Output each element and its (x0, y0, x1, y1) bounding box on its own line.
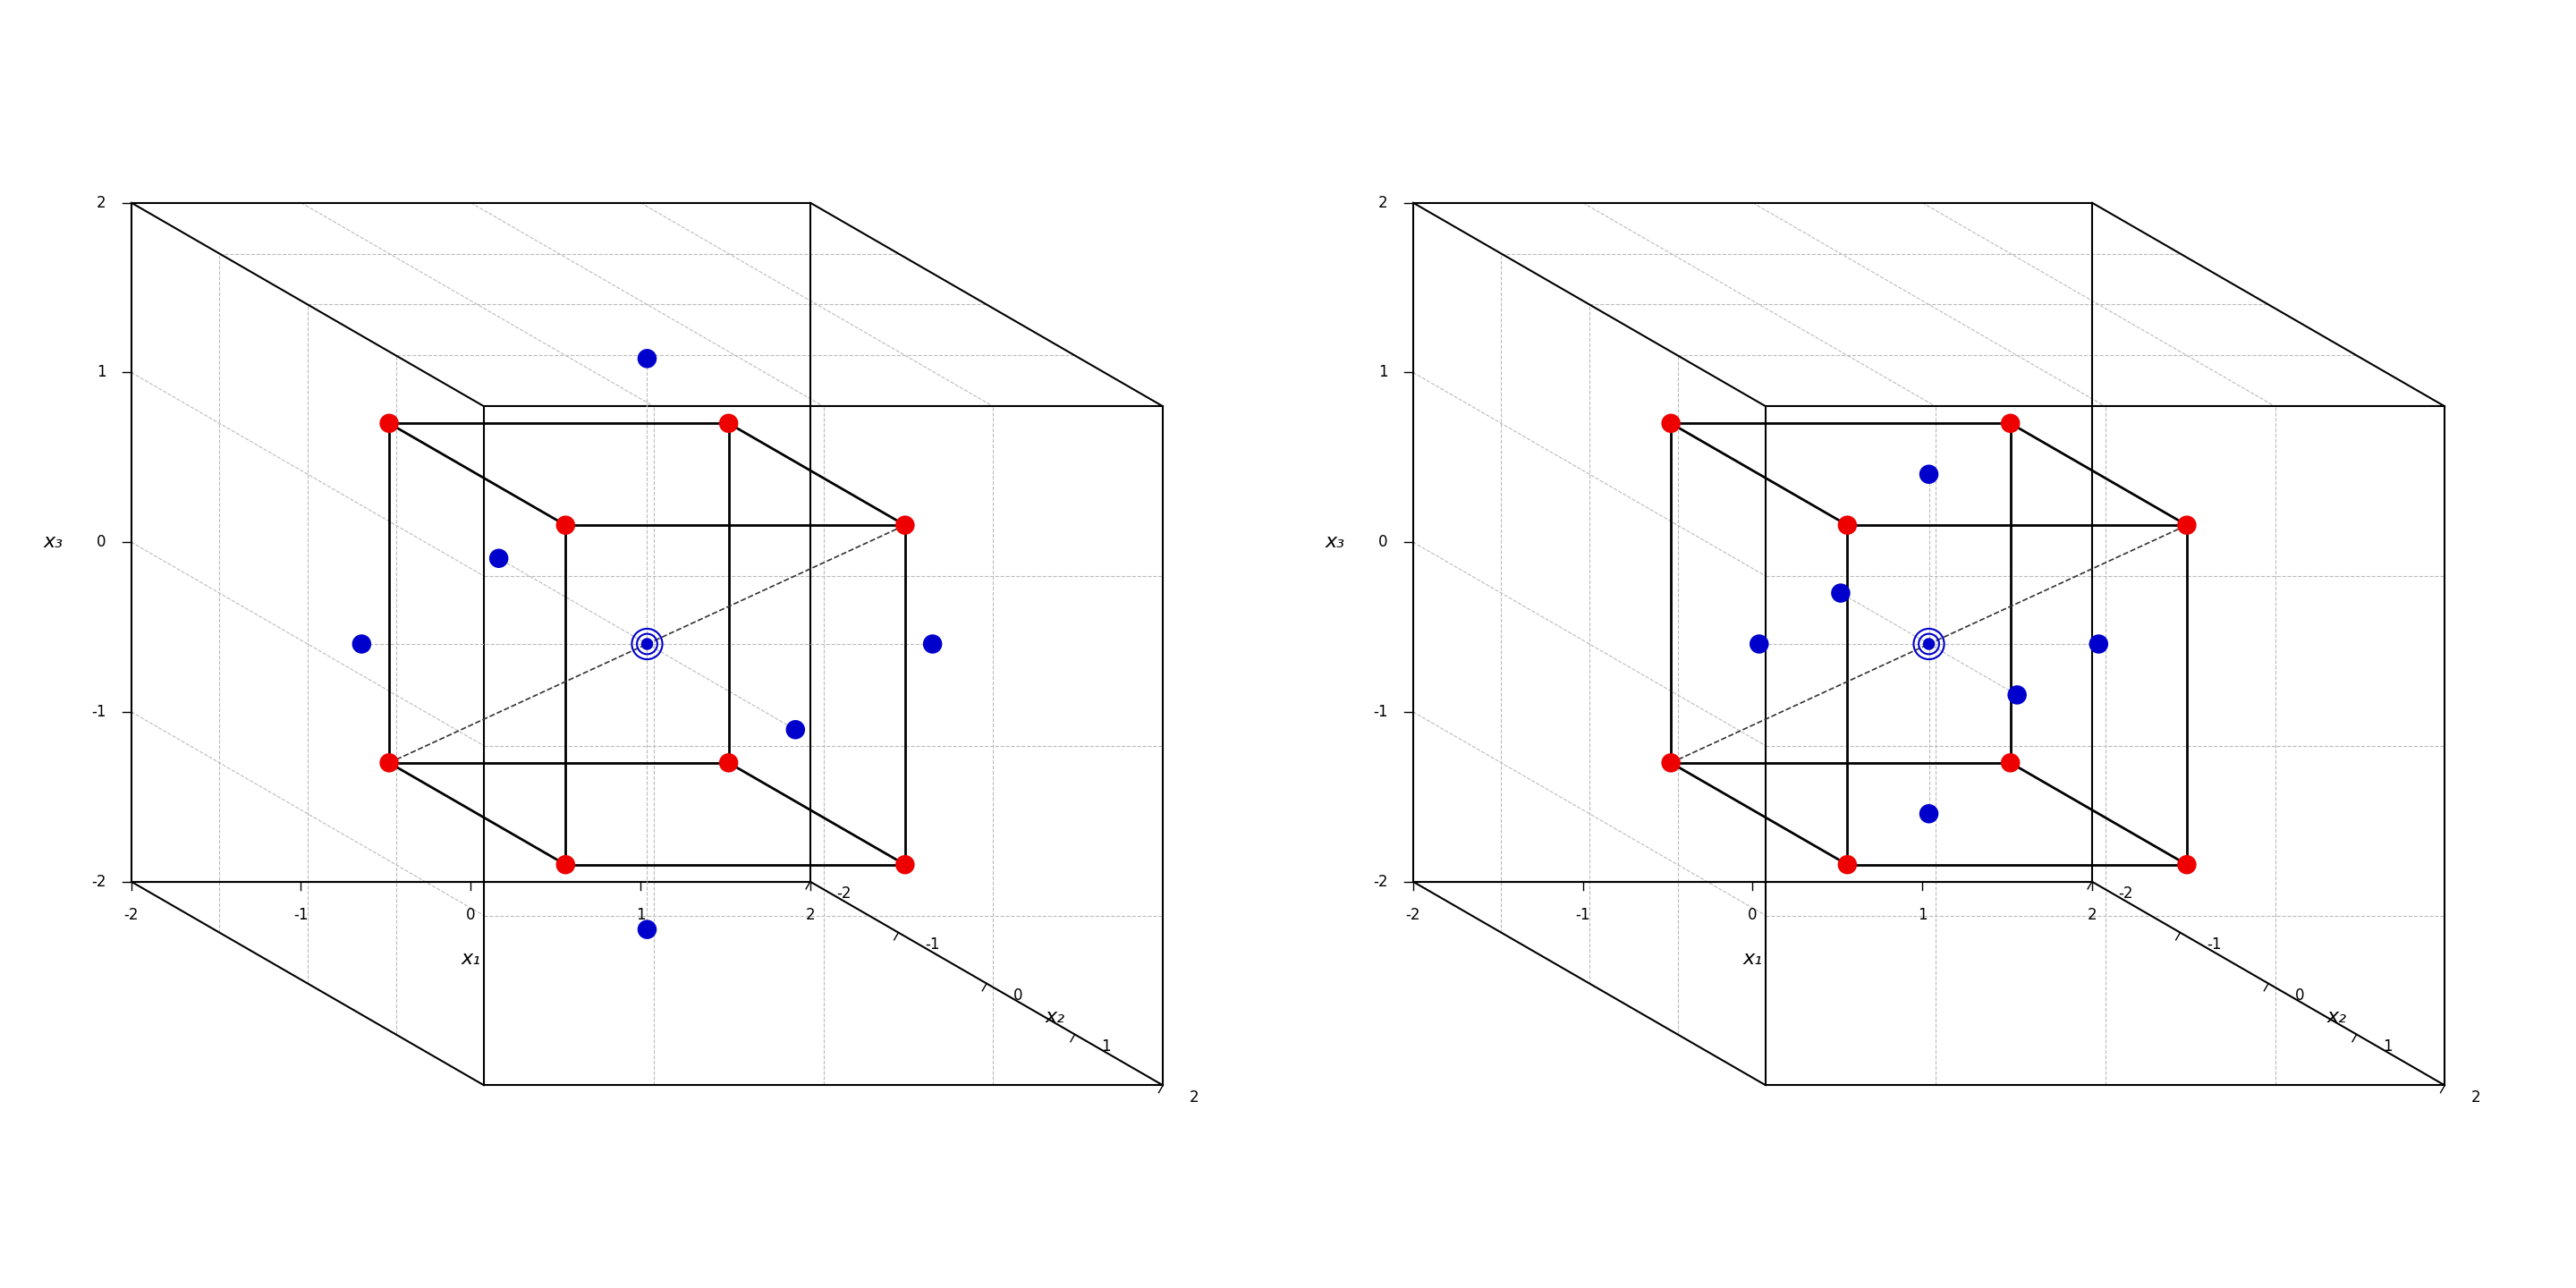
Text: 1: 1 (1378, 365, 1388, 380)
Point (775, 719, 817, 739)
Point (884, 854, 925, 875)
Text: 1: 1 (1100, 1038, 1110, 1055)
Point (2166, 854, 2208, 875)
Point (546, 515, 587, 536)
Point (1989, 413, 2030, 434)
Text: x₃: x₃ (1327, 533, 1345, 551)
Point (626, 634, 667, 654)
Text: 0: 0 (95, 535, 106, 550)
Text: x₁: x₁ (1741, 949, 1762, 967)
Point (1821, 582, 1862, 603)
Text: 1: 1 (636, 907, 644, 923)
Text: -2: -2 (1406, 907, 1419, 923)
Point (368, 752, 410, 773)
Text: -2: -2 (124, 907, 139, 923)
Text: -1: -1 (2208, 936, 2221, 953)
Text: -1: -1 (1577, 907, 1589, 923)
Point (1989, 752, 2030, 773)
Text: 1: 1 (2383, 1038, 2393, 1055)
Text: 2: 2 (1190, 1090, 1198, 1105)
Text: 2: 2 (806, 907, 814, 923)
Point (708, 413, 750, 434)
Text: -1: -1 (90, 703, 106, 720)
Text: 0: 0 (1012, 988, 1023, 1003)
Text: 2: 2 (1378, 194, 1388, 211)
Text: -2: -2 (2117, 885, 2133, 902)
Point (479, 549, 520, 569)
Point (340, 634, 381, 654)
Text: x₁: x₁ (461, 949, 482, 967)
Text: x₂: x₂ (2326, 1009, 2347, 1027)
Point (1826, 515, 1868, 536)
Point (1651, 752, 1692, 773)
Point (2079, 634, 2120, 654)
Point (1909, 804, 1950, 824)
Point (1739, 634, 1780, 654)
Text: -2: -2 (837, 885, 853, 902)
Point (626, 920, 667, 940)
Text: 0: 0 (1747, 907, 1757, 923)
Text: 2: 2 (95, 194, 106, 211)
Text: x₂: x₂ (1046, 1009, 1064, 1027)
Point (1651, 413, 1692, 434)
Text: 0: 0 (466, 907, 477, 923)
Point (368, 413, 410, 434)
Text: -1: -1 (294, 907, 309, 923)
Point (1909, 634, 1950, 654)
Text: 2: 2 (2470, 1090, 2481, 1105)
Text: -2: -2 (1373, 873, 1388, 890)
Point (1996, 685, 2038, 706)
Point (2166, 515, 2208, 536)
Point (1909, 464, 1950, 484)
Text: x₃: x₃ (44, 533, 64, 551)
Text: -1: -1 (925, 936, 940, 953)
Text: -2: -2 (90, 873, 106, 890)
Point (546, 854, 587, 875)
Point (708, 752, 750, 773)
Point (1826, 854, 1868, 875)
Text: 0: 0 (2295, 988, 2303, 1003)
Text: 1: 1 (1917, 907, 1927, 923)
Point (884, 515, 925, 536)
Text: 1: 1 (95, 365, 106, 380)
Point (912, 634, 953, 654)
Text: 2: 2 (2087, 907, 2097, 923)
Point (626, 348, 667, 368)
Text: -1: -1 (1373, 703, 1388, 720)
Text: 0: 0 (1378, 535, 1388, 550)
